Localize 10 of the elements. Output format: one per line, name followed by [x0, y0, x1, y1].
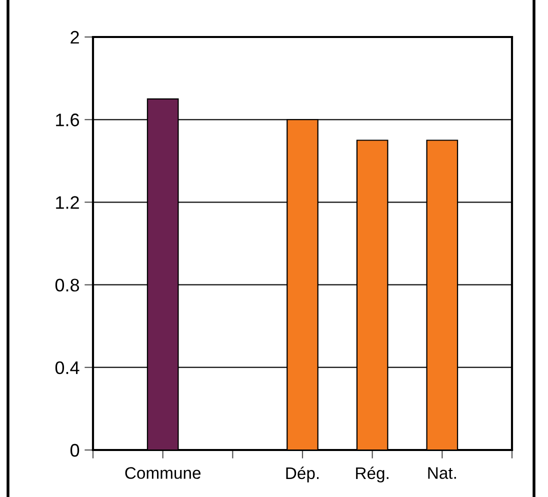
y-tick-label: 0.8 — [55, 278, 80, 292]
y-tick-label: 1.6 — [56, 114, 80, 126]
x-tick-label: Commune — [125, 467, 201, 479]
y-tick-label: 2 — [70, 30, 79, 44]
x-tick-label: Rég. — [356, 466, 388, 482]
x-tick-label: Nat. — [428, 467, 456, 479]
y-tick-label: 0 — [70, 444, 80, 457]
y-tick-label: 0.4 — [55, 361, 80, 374]
y-tick-label: 1.2 — [56, 196, 79, 209]
x-tick-label: Dép. — [286, 466, 319, 482]
